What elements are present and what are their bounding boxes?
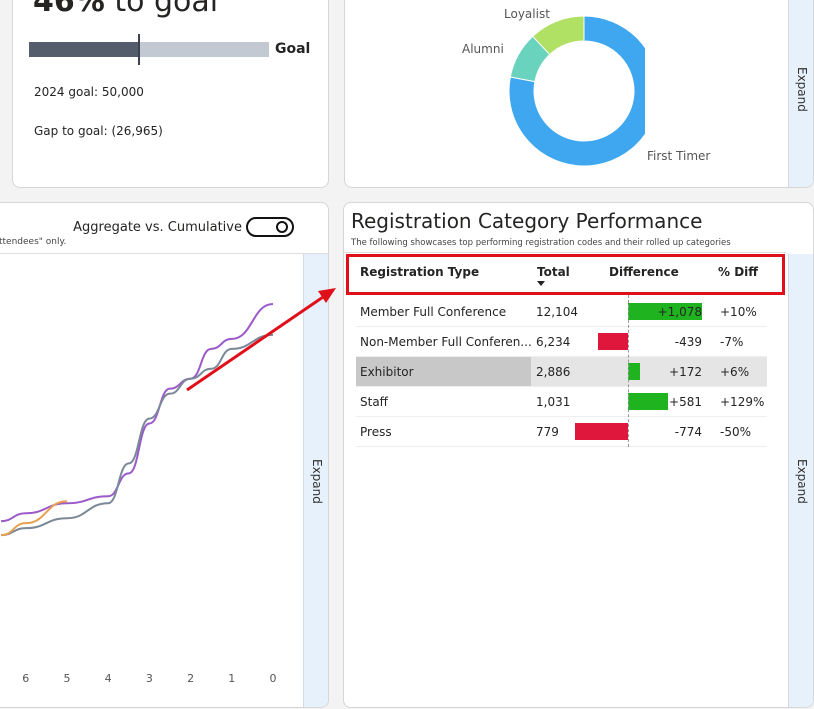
goal-label: Goal	[275, 41, 311, 57]
header-difference[interactable]: Difference	[609, 265, 679, 279]
cell-total: 779	[536, 425, 559, 439]
cell-type: Exhibitor	[356, 357, 531, 386]
cell-type: Member Full Conference	[360, 305, 507, 319]
highlight-box	[346, 254, 785, 295]
x-tick-label: 2	[187, 672, 194, 685]
cell-total: 6,234	[536, 335, 571, 349]
donut-chart	[508, 15, 645, 167]
x-tick-label: 3	[146, 672, 153, 685]
goal-progress-bar	[29, 34, 269, 65]
diff-bar	[574, 423, 628, 440]
table-row[interactable]: Staff 1,031 +581 +129%	[356, 387, 767, 417]
aggregate-toggle[interactable]: Aggregate vs. Cumulative	[73, 217, 294, 237]
cell-difference: +581	[669, 395, 702, 409]
gap-text: Gap to goal: (26,965)	[34, 124, 163, 138]
cell-pct-diff: +129%	[720, 395, 765, 409]
expand-button[interactable]: Expand	[788, 254, 813, 707]
cell-pct-diff: +6%	[720, 365, 750, 379]
cell-pct-diff: +10%	[720, 305, 757, 319]
table-row[interactable]: Non-Member Full Conferen... 6,234 -439 -…	[356, 327, 767, 357]
cell-difference: +1,078	[657, 305, 702, 319]
trend-card: Aggregate vs. Cumulative ttendees" only.…	[0, 202, 329, 708]
cell-total: 1,031	[536, 395, 571, 409]
series-line-gray	[0, 333, 274, 537]
registration-performance-card: Registration Category Performance The fo…	[343, 202, 814, 708]
diff-bar	[597, 333, 628, 350]
cell-difference: -774	[674, 425, 702, 439]
table-row[interactable]: Exhibitor 2,886 +172 +6%	[356, 357, 767, 387]
table-row[interactable]: Press 779 -774 -50%	[356, 417, 767, 447]
label-loyalist: Loyalist	[504, 7, 550, 21]
goal-text: 2024 goal: 50,000	[34, 85, 144, 99]
goal-card: 46% to goal Goal 2024 goal: 50,000 Gap t…	[12, 0, 329, 188]
diff-bar	[628, 363, 640, 380]
table-row[interactable]: Member Full Conference 12,104 +1,078 +10…	[356, 297, 767, 327]
sort-desc-icon	[537, 281, 545, 286]
donut-slice-loyalist[interactable]	[531, 15, 585, 56]
cell-pct-diff: -7%	[720, 335, 744, 349]
label-first-timer: First Timer	[647, 149, 711, 163]
donut-slice-first-timer[interactable]	[508, 15, 645, 167]
cell-type: Press	[360, 425, 392, 439]
toggle-switch[interactable]	[246, 217, 294, 237]
x-tick-label: 5	[63, 672, 70, 685]
cell-type: Staff	[360, 395, 388, 409]
label-alumni: Alumni	[462, 42, 504, 56]
chart-note: ttendees" only.	[0, 237, 67, 247]
card-subtitle: The following showcases top performing r…	[351, 238, 731, 248]
cell-total: 2,886	[536, 365, 571, 379]
donut-card: Loyalist Alumni First Timer Expand	[344, 0, 814, 188]
cell-difference: -439	[674, 335, 702, 349]
line-chart: 6 5 4 3 2 1 0	[0, 303, 277, 685]
series-line-orange	[0, 500, 68, 537]
goal-percent: 46% to goal	[33, 0, 219, 19]
cell-pct-diff: -50%	[720, 425, 752, 439]
expand-button[interactable]: Expand	[788, 0, 813, 187]
cell-difference: +172	[669, 365, 702, 379]
header-pct-diff[interactable]: % Diff	[718, 265, 758, 279]
cell-total: 12,104	[536, 305, 578, 319]
header-total[interactable]: Total	[537, 265, 570, 279]
cell-type: Non-Member Full Conferen...	[360, 335, 532, 349]
x-tick-label: 1	[228, 672, 235, 685]
card-title: Registration Category Performance	[351, 209, 703, 233]
x-tick-label: 6	[22, 672, 29, 685]
series-line-purple	[0, 303, 274, 523]
header-registration-type[interactable]: Registration Type	[360, 265, 480, 279]
x-tick-label: 0	[270, 672, 277, 685]
diff-bar	[628, 393, 668, 410]
diff-bar	[628, 303, 702, 320]
expand-button[interactable]: Expand	[303, 254, 328, 707]
x-tick-label: 4	[105, 672, 112, 685]
